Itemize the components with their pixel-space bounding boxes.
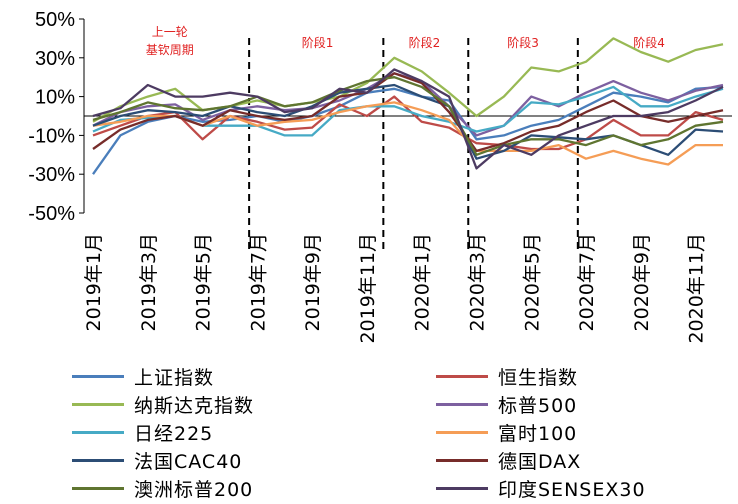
legend-label: 法国CAC40 <box>134 450 243 473</box>
phase-label: 阶段4 <box>633 35 665 50</box>
legend-swatch <box>72 430 124 434</box>
legend-item: 日经225 <box>72 418 213 446</box>
legend-label: 富时100 <box>498 422 578 445</box>
legend-label: 恒生指数 <box>498 366 579 389</box>
x-tick-label: 2019年9月 <box>302 233 324 331</box>
legend-item: 标普500 <box>436 390 577 418</box>
phase-label: 阶段2 <box>409 35 441 50</box>
legend-label: 德国DAX <box>498 450 582 473</box>
legend-item: 富时100 <box>436 418 577 446</box>
x-tick-label: 2019年7月 <box>247 233 269 331</box>
legend-item: 印度SENSEX30 <box>436 474 646 502</box>
y-tick-label: -50% <box>28 203 75 225</box>
legend-swatch <box>72 374 124 378</box>
x-tick-label: 2019年1月 <box>83 233 105 331</box>
legend-label: 纳斯达克指数 <box>134 394 255 417</box>
x-tick-label: 2020年11月 <box>686 233 708 344</box>
series-line <box>92 95 724 151</box>
phase-label: 阶段3 <box>507 35 539 50</box>
y-tick-label: -30% <box>28 164 75 186</box>
legend-item: 德国DAX <box>436 446 581 474</box>
legend-label: 日经225 <box>134 422 214 445</box>
legend-swatch <box>436 430 488 434</box>
legend-swatch <box>436 374 488 378</box>
legend-item: 恒生指数 <box>436 362 578 390</box>
legend: 上证指数 恒生指数纳斯达克指数 标普500 日经225 富时100 法国CAC40 德国DA… <box>0 362 738 504</box>
x-tick-label: 2020年5月 <box>521 233 543 331</box>
x-tick-label: 2019年5月 <box>193 233 215 331</box>
y-tick-label: -10% <box>28 125 75 147</box>
x-tick-label: 2019年11月 <box>357 233 379 344</box>
legend-swatch <box>72 402 124 406</box>
legend-item: 法国CAC40 <box>72 446 242 474</box>
y-tick-label: 30% <box>35 48 75 70</box>
y-tick-label: 50% <box>35 9 75 31</box>
legend-swatch <box>436 402 488 406</box>
x-tick-label: 2019年3月 <box>138 233 160 331</box>
x-tick-label: 2020年9月 <box>631 233 653 331</box>
legend-swatch <box>72 486 124 490</box>
legend-label: 印度SENSEX30 <box>498 478 646 501</box>
legend-swatch <box>436 458 488 462</box>
legend-swatch <box>436 486 488 490</box>
series-line <box>92 68 724 170</box>
series-line <box>92 85 724 175</box>
y-tick-label: 10% <box>35 87 75 109</box>
phase-label: 阶段1 <box>302 35 334 50</box>
legend-label: 标普500 <box>498 394 578 417</box>
legend-item: 上证指数 <box>72 362 214 390</box>
series-line <box>92 72 724 153</box>
line-chart: 50% 30% 10% -10% -30% -50% 2019年1月 2019年3月 2019年… <box>28 9 732 344</box>
series-line <box>92 37 724 123</box>
phase-label: 上一轮基钦周期 <box>146 25 194 57</box>
x-tick-label: 2020年7月 <box>576 233 598 331</box>
legend-item: 纳斯达克指数 <box>72 390 254 418</box>
x-tick-label: 2020年1月 <box>412 233 434 331</box>
legend-label: 澳洲标普200 <box>134 478 254 501</box>
x-tick-label: 2020年3月 <box>466 233 488 331</box>
series-line <box>92 76 724 156</box>
legend-item: 澳洲标普200 <box>72 474 253 502</box>
legend-swatch <box>72 458 124 462</box>
legend-label: 上证指数 <box>134 366 215 389</box>
